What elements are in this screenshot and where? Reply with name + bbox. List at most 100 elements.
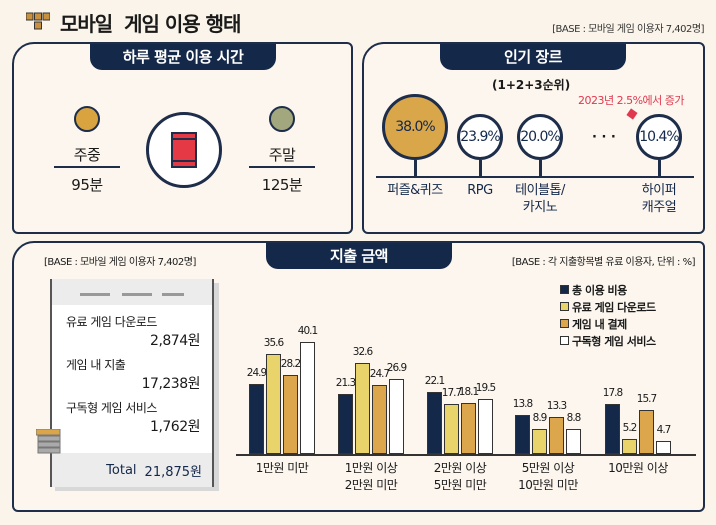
bar: [622, 439, 637, 454]
genre-label: RPG: [467, 183, 493, 198]
stem: [539, 160, 542, 176]
logo-icon: [25, 12, 51, 36]
data-label: 40.1: [297, 324, 318, 337]
stem: [479, 160, 482, 176]
divider: [249, 166, 315, 168]
pin-icon: [626, 108, 638, 120]
bar: [478, 399, 493, 454]
data-label: 13.3: [546, 399, 567, 412]
data-label: 22.1: [424, 375, 445, 388]
legend-label: 게임 내 결제: [572, 317, 627, 331]
bar: [605, 404, 620, 454]
spending-tab: 지출 금액: [266, 243, 452, 269]
data-label: 15.7: [636, 393, 657, 406]
ellipsis: · · ·: [592, 130, 616, 145]
data-label: 18.1: [458, 386, 479, 399]
data-label: 17.8: [602, 387, 623, 400]
bar: [283, 375, 298, 454]
x-axis: [236, 454, 696, 456]
baseline: [376, 176, 694, 178]
bar: [266, 354, 281, 454]
category-label: 1만원 미만: [255, 461, 309, 475]
genre-tab: 인기 장르: [440, 44, 626, 70]
bar: [355, 362, 370, 454]
receipt: 유료 게임 다운로드 2,874원 게임 내 지출 17,238원 구독형 게임…: [50, 279, 214, 487]
category-label: 10만원 이상: [608, 461, 668, 475]
weekday-value: 95분: [71, 176, 103, 194]
bar: [300, 341, 315, 454]
bar: [461, 403, 476, 454]
legend-label: 유료 게임 다운로드: [572, 300, 656, 314]
receipt-item-value: 1,762원: [150, 419, 200, 435]
category-label: 2만원 이상 5만원 미만: [433, 461, 487, 492]
weekday-clock-icon: [74, 106, 100, 132]
bar: [389, 378, 404, 454]
spending-panel: 지출 금액 [BASE : 모바일 게임 이용자 7,402명] [BASE :…: [12, 241, 705, 512]
data-label: 32.6: [352, 345, 373, 358]
genre-bubble-table: 20.0%: [517, 114, 563, 160]
weekend-label: 주말: [268, 146, 296, 164]
data-label: 5.2: [622, 422, 638, 435]
stem: [658, 160, 661, 176]
bar: [515, 415, 530, 454]
divider: [54, 166, 120, 168]
bar: [444, 404, 459, 454]
genre-label: 테이블톱/ 카지노: [515, 183, 565, 215]
data-label: 8.8: [566, 412, 582, 425]
data-label: 4.7: [656, 423, 672, 436]
data-label: 8.9: [532, 412, 548, 425]
base-right: [BASE : 각 지출항목별 유료 이용자, 단위 : %]: [511, 257, 696, 268]
bar: [532, 429, 547, 454]
bar-chart: 24.9 35.6 28.2 40.1 1만원 미만 21.3 32.6 24.7 26.9 1만…: [14, 243, 707, 514]
genre-note: 2023년 2.5%에서 증가: [578, 94, 685, 107]
legend-label: 총 이용 비용: [572, 283, 627, 297]
usage-time-tab: 하루 평균 이용 시간: [90, 44, 276, 70]
genre-bubble-rpg: 23.9%: [457, 114, 503, 160]
stem: [414, 160, 417, 176]
weekend-value: 125분: [261, 176, 303, 194]
legend-item: 구독형 게임 서비스: [560, 332, 656, 349]
data-label: 26.9: [386, 361, 407, 374]
total-value: 21,875원: [144, 464, 202, 480]
data-label: 17.7: [441, 387, 462, 400]
coins-icon: [35, 428, 62, 459]
genre-label: 퍼즐&퀴즈: [387, 183, 443, 198]
bar: [338, 394, 353, 454]
legend-item: 게임 내 결제: [560, 315, 656, 332]
receipt-item-value: 2,874원: [150, 333, 200, 349]
total-label: Total: [106, 462, 137, 478]
receipt-item-value: 17,238원: [141, 376, 201, 392]
data-label: 21.3: [335, 377, 356, 390]
legend-item: 유료 게임 다운로드: [560, 298, 656, 315]
category-label: 1만원 이상 2만원 미만: [344, 461, 398, 492]
genre-subtitle: (1+2+3순위): [492, 78, 571, 92]
legend-item: 총 이용 비용: [560, 281, 656, 298]
weekday-label: 주중: [73, 146, 101, 164]
bar: [249, 384, 264, 454]
weekend-clock-icon: [269, 106, 295, 132]
bar: [639, 410, 654, 454]
receipt-total: Total 21,875원: [52, 453, 212, 487]
data-label: 24.7: [369, 367, 390, 380]
receipt-item-label: 구독형 게임 서비스: [66, 401, 157, 415]
receipt-item-label: 게임 내 지출: [66, 358, 126, 372]
data-label: 19.5: [475, 382, 496, 395]
base-left: [BASE : 모바일 게임 이용자 7,402명]: [44, 257, 196, 268]
data-label: 24.9: [246, 367, 267, 380]
bar: [656, 440, 671, 454]
genre-bubble-puzzle: 38.0%: [382, 94, 448, 160]
data-label: 35.6: [263, 337, 284, 350]
bar: [372, 384, 387, 454]
genre-panel: 인기 장르 (1+2+3순위) 2023년 2.5%에서 증가 38.0% 23…: [362, 42, 705, 234]
smartphone-icon: [146, 112, 222, 188]
legend-label: 구독형 게임 서비스: [572, 334, 656, 348]
legend: 총 이용 비용 유료 게임 다운로드 게임 내 결제 구독형 게임 서비스: [560, 281, 656, 349]
receipt-item-label: 유료 게임 다운로드: [66, 315, 157, 329]
data-label: 13.8: [512, 398, 533, 411]
usage-time-panel: 하루 평균 이용 시간 주중 95분 주말 125분: [12, 42, 353, 234]
bar: [427, 392, 442, 454]
bar: [549, 416, 564, 454]
base-note: [BASE : 모바일 게임 이용자 7,402명]: [552, 24, 704, 35]
page-title: 모바일 게임 이용 행태: [60, 12, 241, 36]
genre-bubble-hyper: 10.4%: [636, 114, 682, 160]
